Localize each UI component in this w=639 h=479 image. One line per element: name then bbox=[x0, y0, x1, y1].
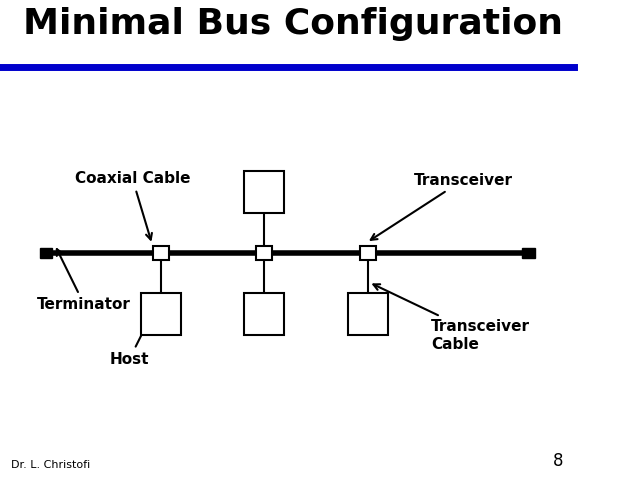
Bar bbox=[256, 246, 272, 260]
Text: Minimal Bus Configuration: Minimal Bus Configuration bbox=[23, 7, 563, 41]
Text: Host: Host bbox=[109, 301, 158, 367]
Bar bbox=[244, 293, 284, 335]
Bar bbox=[360, 246, 376, 260]
Bar bbox=[141, 293, 181, 335]
Bar bbox=[153, 246, 169, 260]
Text: Terminator: Terminator bbox=[37, 249, 131, 312]
Bar bbox=[522, 248, 535, 258]
Text: Dr. L. Christofi: Dr. L. Christofi bbox=[12, 459, 91, 469]
Bar bbox=[348, 293, 388, 335]
Text: Coaxial Cable: Coaxial Cable bbox=[75, 171, 190, 240]
Bar bbox=[40, 248, 52, 258]
Text: 8: 8 bbox=[553, 452, 563, 469]
Text: Transceiver: Transceiver bbox=[371, 172, 512, 240]
Bar bbox=[244, 171, 284, 213]
Text: Transceiver
Cable: Transceiver Cable bbox=[373, 284, 530, 352]
